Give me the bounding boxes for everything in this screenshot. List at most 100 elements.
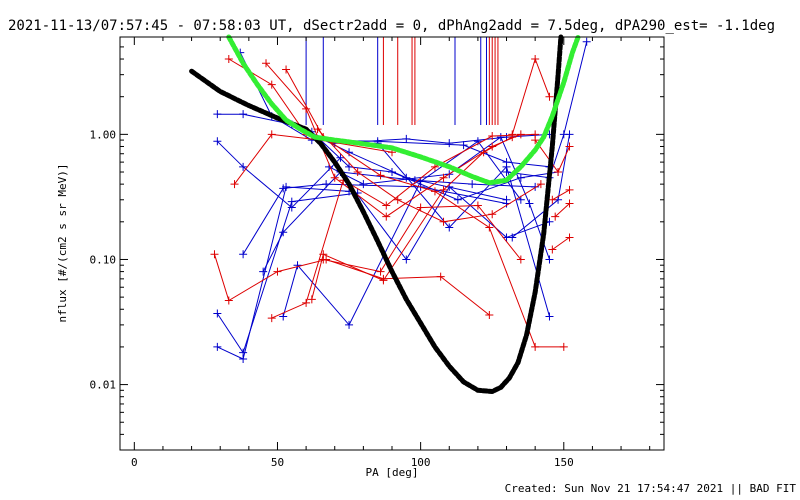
y-tick-label: 1.00 <box>90 128 117 141</box>
series-9-line <box>311 131 559 201</box>
series-23-point <box>473 201 482 210</box>
series-0-line <box>217 186 350 360</box>
series-6-point <box>531 182 540 191</box>
series-23-point <box>376 267 385 276</box>
series-24-point <box>531 55 540 64</box>
series-13-point <box>502 168 511 177</box>
series-22-point <box>439 217 448 226</box>
series-16-line <box>234 133 393 185</box>
series-21-point <box>330 173 339 182</box>
series-7-point <box>516 195 525 204</box>
series-0-point <box>213 342 222 351</box>
series-1-point <box>213 309 222 318</box>
series-10-point <box>525 199 534 208</box>
created-footer: Created: Sun Nov 21 17:54:47 2021 || BAD… <box>505 482 797 495</box>
series-10-point <box>359 180 368 189</box>
series-4-point <box>459 141 468 150</box>
series-17-line <box>214 254 490 316</box>
series-2-point <box>336 153 345 162</box>
series-9-point <box>345 162 354 171</box>
series-11-point <box>402 255 411 264</box>
series-23-point <box>319 255 328 264</box>
series-13-point <box>582 37 591 46</box>
series-19-point <box>307 295 316 304</box>
series-7-line <box>282 140 522 326</box>
series-2-point <box>213 137 222 146</box>
series-18-point <box>488 132 497 141</box>
series-21-point <box>382 212 391 221</box>
series-26-point <box>565 185 574 194</box>
green-fit-curve <box>226 34 581 186</box>
series-25-point <box>531 136 540 145</box>
y-axis-label: nflux [#/(cm2 s sr MeV)] <box>56 164 69 323</box>
x-tick-label: 100 <box>411 456 431 469</box>
series-3-point <box>239 110 248 119</box>
series-20-point <box>430 187 439 196</box>
plot-layer <box>189 34 591 394</box>
series-23-line <box>323 204 522 273</box>
series-20-line <box>285 69 564 348</box>
series-14-point <box>508 233 517 242</box>
series-27-point <box>565 233 574 242</box>
x-tick-label: 50 <box>271 456 284 469</box>
series-22-point <box>393 195 402 204</box>
black-fit-curve <box>189 34 564 394</box>
series-16-point <box>267 130 276 139</box>
series-17-point <box>436 272 445 281</box>
series-21-point <box>516 130 525 139</box>
series-27-point <box>548 245 557 254</box>
series-1-point <box>239 348 248 357</box>
series-26-point <box>548 195 557 204</box>
series-6-line <box>262 171 536 272</box>
series-2-point <box>287 203 296 212</box>
series-21-point <box>302 104 311 113</box>
series-20-point <box>282 65 291 74</box>
plot-frame <box>119 36 665 451</box>
series-13-line <box>506 41 588 179</box>
series-18-point <box>267 314 276 323</box>
series-6-point <box>468 180 477 189</box>
x-tick-label: 150 <box>554 456 574 469</box>
series-20-point <box>559 342 568 351</box>
series-7-point <box>279 312 288 321</box>
series-17-point <box>210 250 219 259</box>
series-15-point <box>224 55 233 64</box>
series-15-point <box>267 80 276 89</box>
series-19-point <box>439 185 448 194</box>
series-22-point <box>536 180 545 189</box>
series-16-point <box>230 180 239 189</box>
series-6-point <box>259 267 268 276</box>
series-25-point <box>554 168 563 177</box>
series-21-point <box>488 142 497 151</box>
axes-layer: 0 50 100 150 0.01 0.10 1.00 <box>90 36 664 469</box>
series-10-point <box>496 133 505 142</box>
series-20-point <box>531 342 540 351</box>
series-21-point <box>262 59 271 68</box>
series-10-line <box>328 136 550 260</box>
series-23-point <box>416 203 425 212</box>
y-tick-label: 0.01 <box>90 379 117 392</box>
series-1-line <box>216 192 358 354</box>
series-24-point <box>545 92 554 101</box>
series-28-line <box>554 203 570 217</box>
series-9-point <box>453 195 462 204</box>
series-7-point <box>345 320 354 329</box>
series-7-point <box>293 261 302 270</box>
series-20-point <box>485 223 494 232</box>
series-26-line <box>552 189 570 201</box>
series-28-point <box>551 212 560 221</box>
series-5-point <box>279 184 288 193</box>
series-27-line <box>552 236 570 251</box>
series-5-line <box>242 183 507 255</box>
series-10-point <box>545 255 554 264</box>
series-17-point <box>224 296 233 305</box>
series-22-point <box>488 210 497 219</box>
series-17-point <box>485 310 494 319</box>
x-tick-label: 0 <box>131 456 138 469</box>
series-14-point <box>565 130 574 139</box>
series-9-point <box>388 168 396 177</box>
series-2-line <box>216 140 341 209</box>
series-2-point <box>239 162 248 171</box>
series-18-point <box>302 298 311 307</box>
